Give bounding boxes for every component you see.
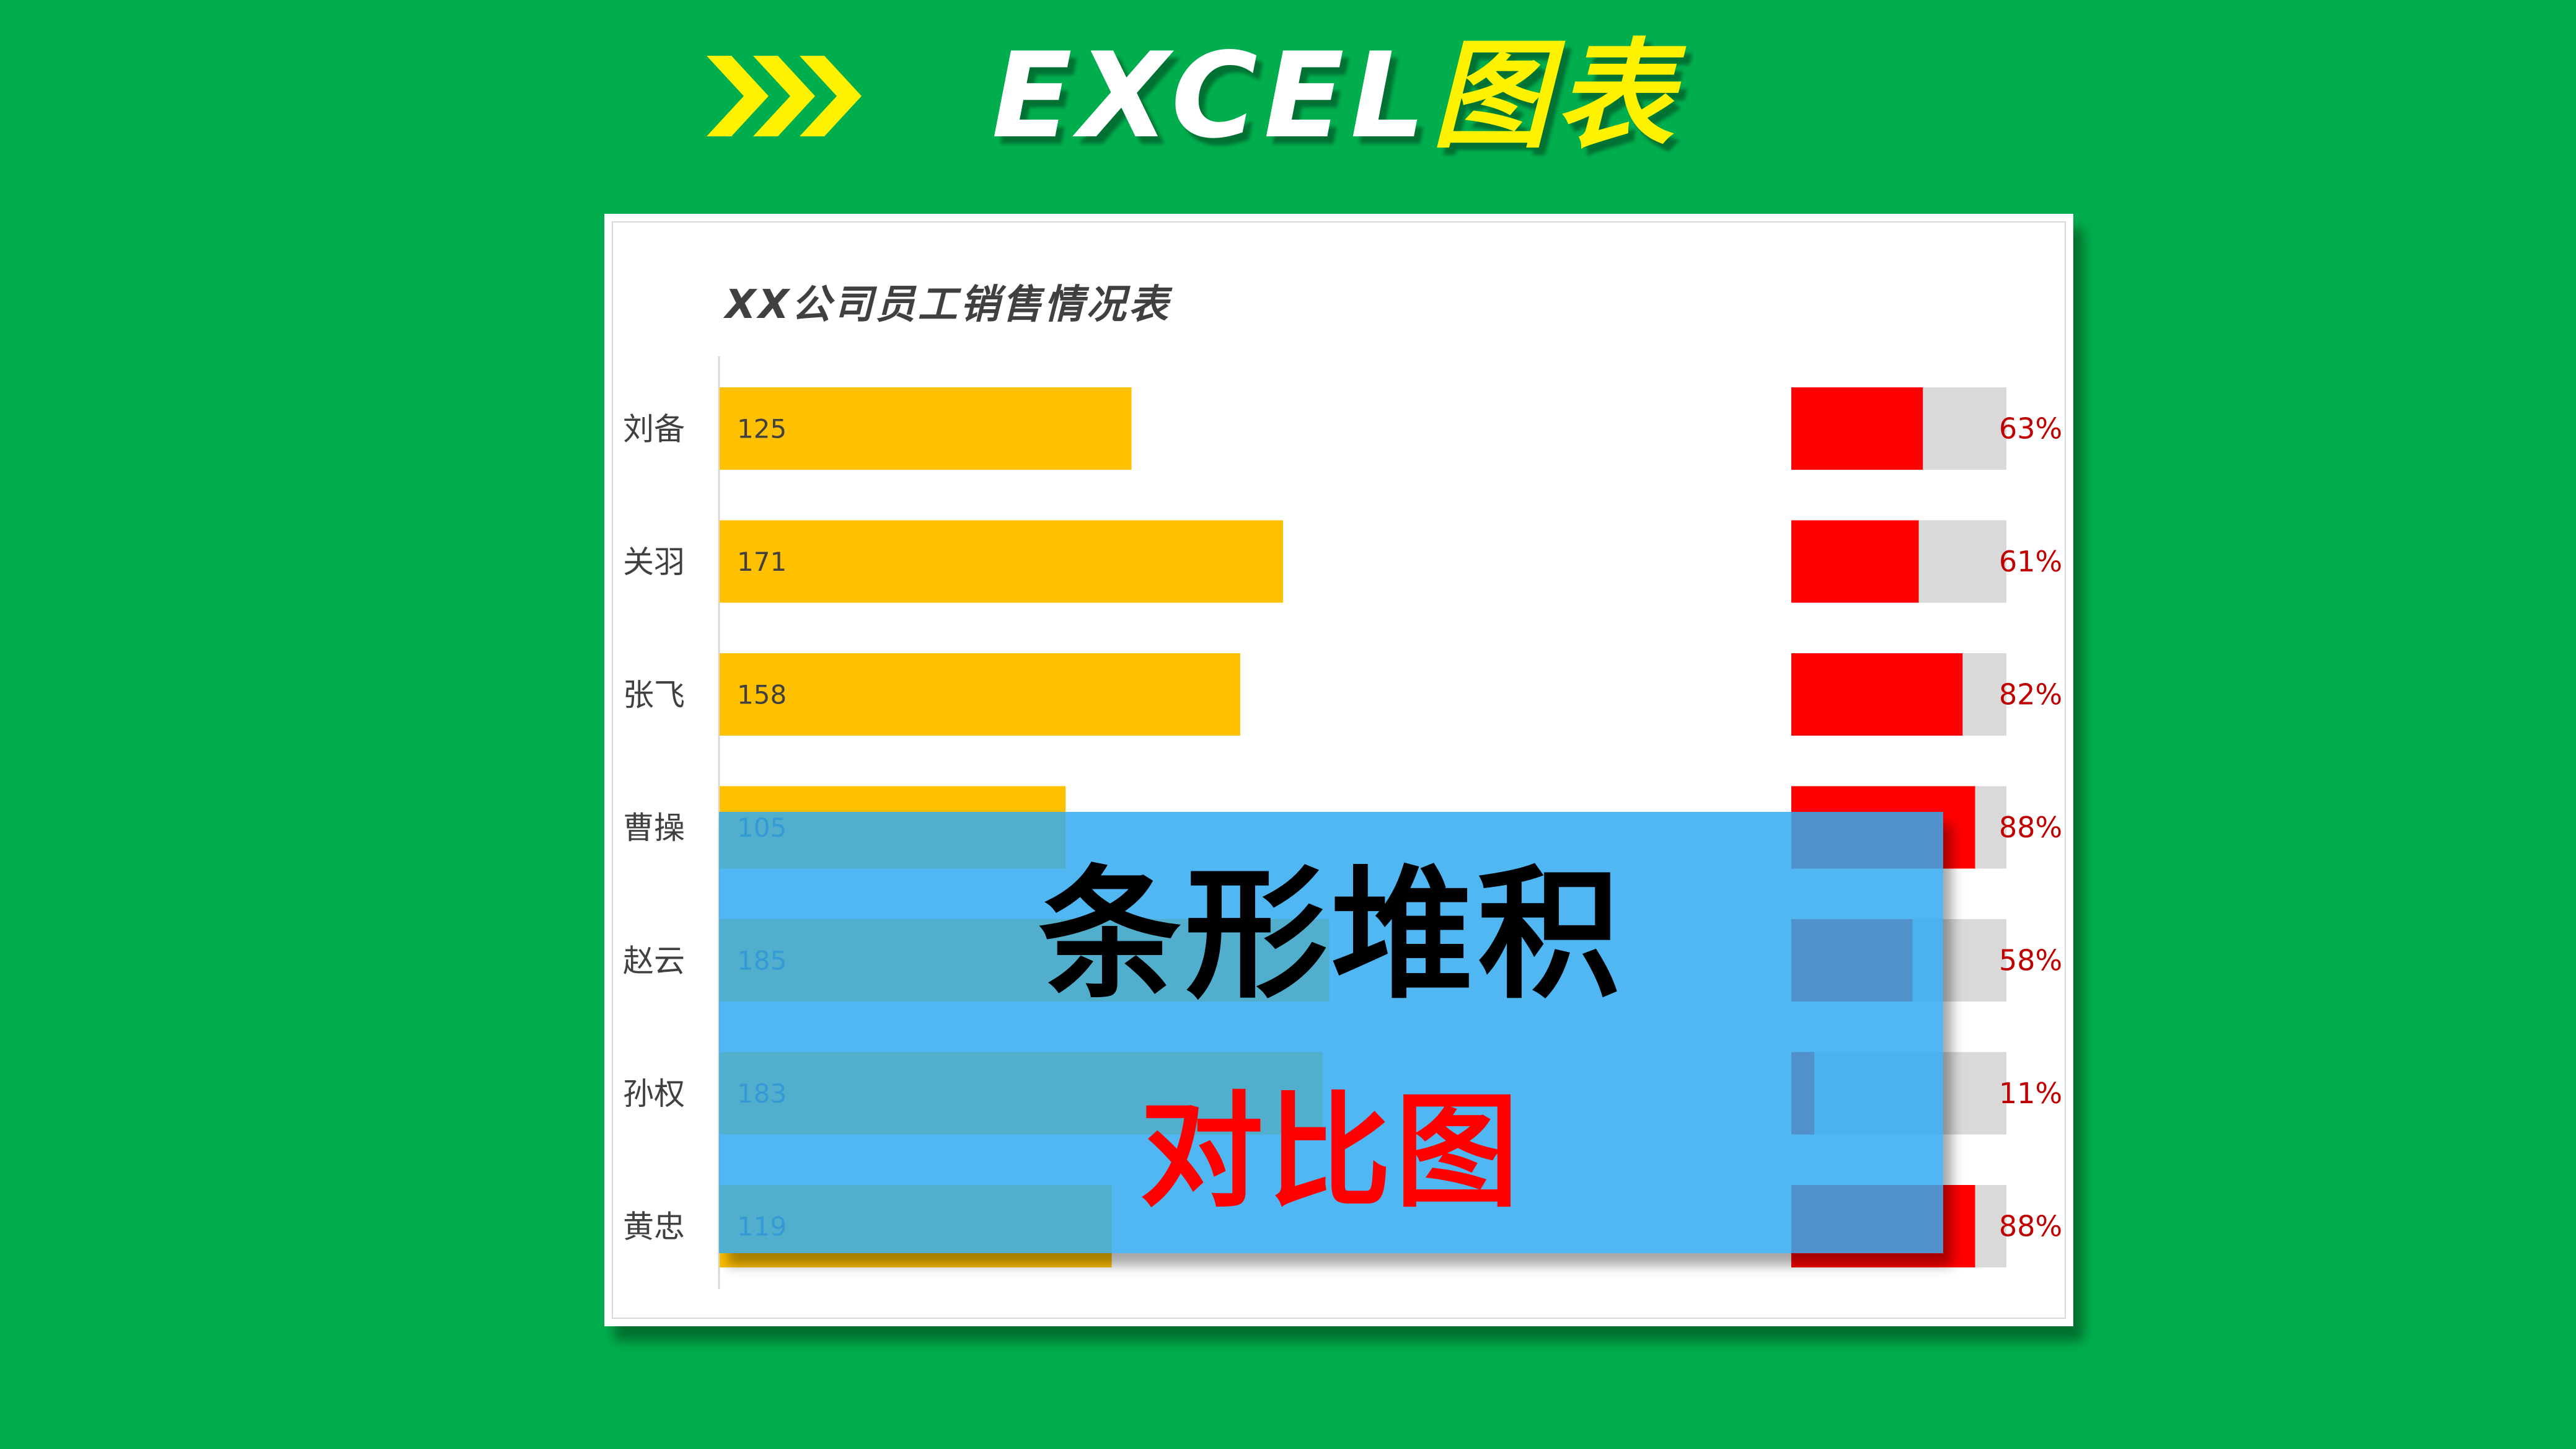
chart-border bbox=[612, 221, 2066, 1319]
rate-data-label: 11% bbox=[1999, 1077, 2062, 1110]
rate-data-label: 63% bbox=[1999, 412, 2062, 446]
sales-data-label: 158 bbox=[737, 680, 787, 710]
rate-data-label: 88% bbox=[1999, 811, 2062, 844]
header-title-en: EXCEL bbox=[992, 27, 1432, 164]
overlay-subtitle: 对比图 bbox=[1139, 1080, 1523, 1225]
sales-bar bbox=[720, 653, 1240, 736]
category-label: 张飞 bbox=[623, 677, 685, 713]
header-banner: EXCEL图表 bbox=[0, 0, 2576, 205]
rate-bar bbox=[1791, 653, 1963, 736]
sales-data-label: 171 bbox=[737, 547, 787, 577]
rate-data-label: 58% bbox=[1999, 944, 2062, 977]
overlay-banner: 条形堆积 对比图 bbox=[719, 812, 1943, 1253]
rate-data-label: 61% bbox=[1999, 545, 2062, 578]
category-label: 曹操 bbox=[623, 810, 685, 846]
category-label: 孙权 bbox=[623, 1076, 685, 1112]
rate-bar bbox=[1791, 520, 1919, 603]
chart-title: XX公司员工销售情况表 bbox=[725, 282, 1171, 328]
rate-bar bbox=[1791, 387, 1923, 470]
category-label: 赵云 bbox=[623, 943, 685, 979]
rate-data-label: 82% bbox=[1999, 678, 2062, 711]
rate-data-label: 88% bbox=[1999, 1210, 2062, 1243]
header-title-cn: 图表 bbox=[1431, 27, 1680, 164]
sales-bar bbox=[720, 387, 1132, 470]
sales-bar bbox=[720, 520, 1284, 603]
category-label: 刘备 bbox=[623, 412, 685, 447]
overlay-title: 条形堆积 bbox=[1038, 853, 1624, 1018]
category-label: 关羽 bbox=[623, 544, 685, 580]
sales-data-label: 125 bbox=[737, 414, 787, 444]
triple-chevron-right-icon bbox=[707, 56, 862, 136]
header-title: EXCEL图表 bbox=[992, 25, 1680, 167]
category-label: 黄忠 bbox=[623, 1209, 685, 1245]
